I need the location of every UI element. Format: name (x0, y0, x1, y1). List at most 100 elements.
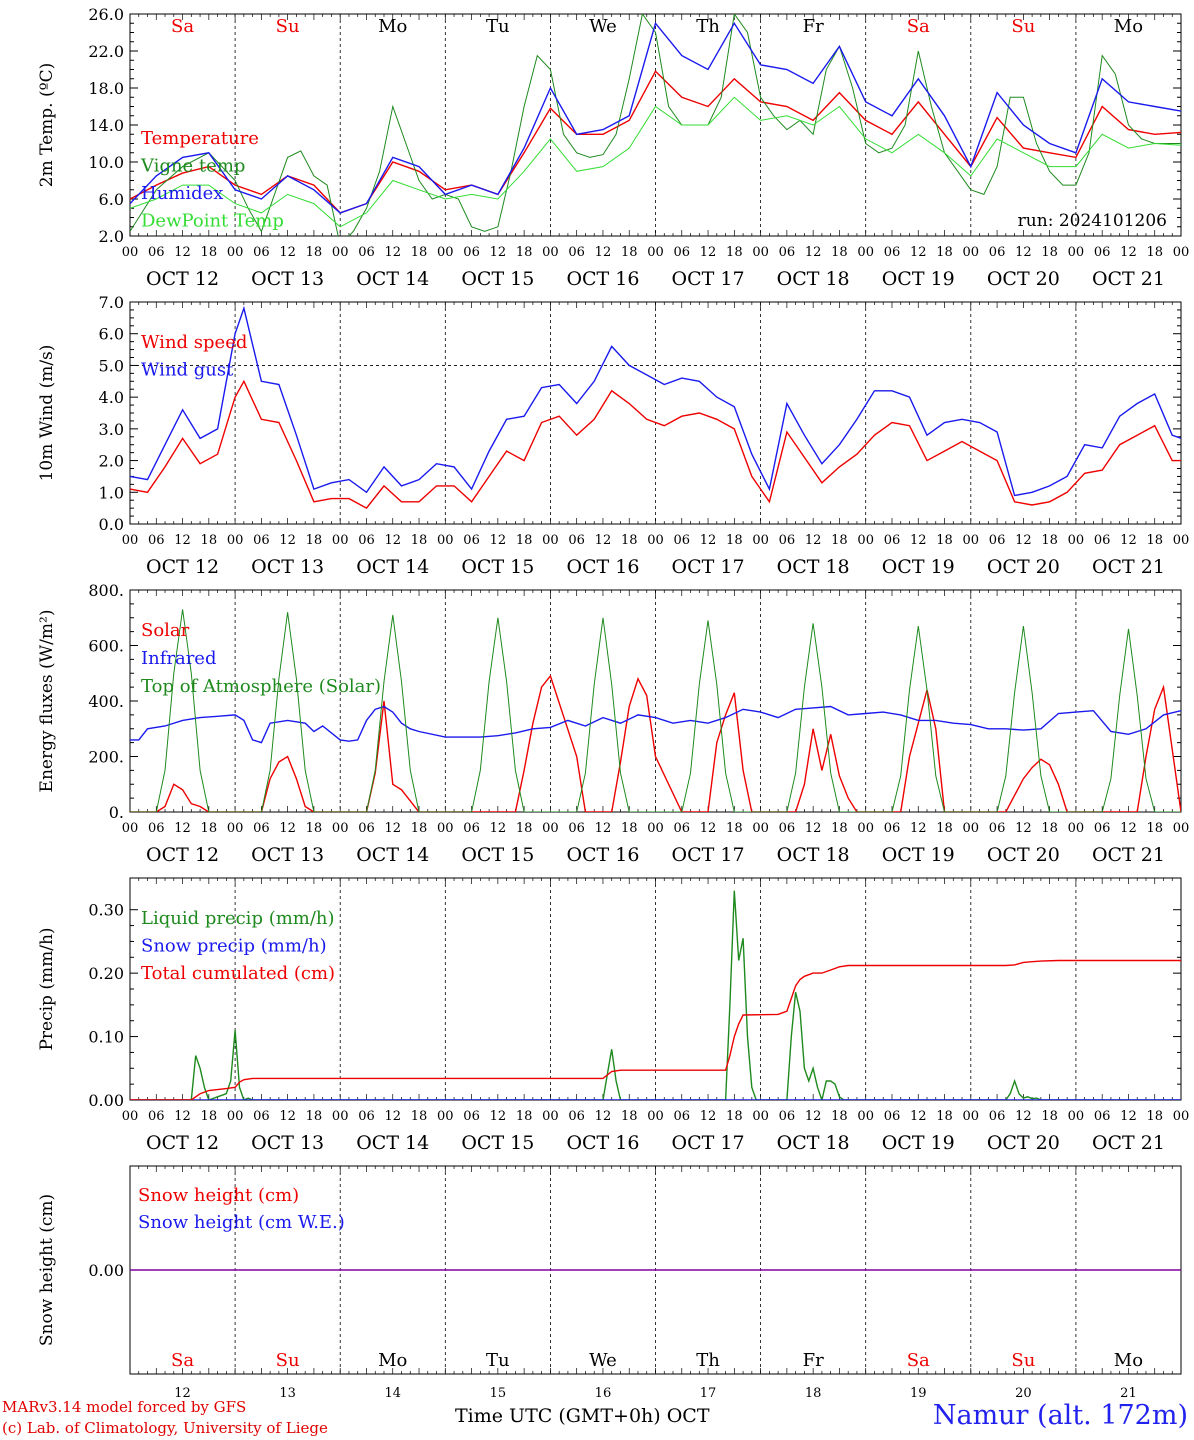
legend-entry: Temperature (141, 128, 259, 149)
x-hour-label: 06 (674, 245, 691, 260)
x-date-label: OCT 17 (672, 844, 745, 866)
x-hour-label: 18 (411, 1109, 428, 1124)
x-hour-label: 12 (700, 1109, 717, 1124)
x-hour-label: 12 (279, 245, 296, 260)
x-hour-label: 12 (174, 533, 191, 548)
y-tick-label: 5.0 (99, 356, 124, 375)
x-hour-label: 18 (1146, 245, 1163, 260)
day-number-label: 18 (805, 1386, 822, 1401)
y-tick-label: 0.10 (88, 1028, 124, 1047)
x-hour-label: 06 (884, 245, 901, 260)
x-hour-label: 00 (1068, 245, 1085, 260)
day-of-week-label: Th (696, 16, 720, 37)
x-hour-label: 06 (1094, 821, 1111, 836)
x-hour-label: 06 (358, 1109, 375, 1124)
x-hour-label: 00 (752, 245, 769, 260)
day-of-week-label: We (589, 16, 617, 37)
day-of-week-label: Fr (803, 1350, 824, 1371)
legend-entry: Top of Atmosphere (Solar) (141, 676, 381, 697)
y-tick-label: 14.0 (88, 116, 124, 135)
x-hour-label: 18 (621, 821, 638, 836)
x-date-label: OCT 18 (777, 844, 850, 866)
y-tick-label: 7.0 (99, 293, 124, 312)
x-hour-label: 06 (463, 821, 480, 836)
day-of-week-label: Mo (378, 16, 407, 37)
x-hour-label: 06 (1094, 533, 1111, 548)
x-hour-label: 18 (201, 1109, 218, 1124)
y-axis-title: Energy fluxes (W/m²) (37, 610, 57, 793)
x-hour-label: 18 (936, 1109, 953, 1124)
x-hour-label: 18 (831, 821, 848, 836)
x-date-label: OCT 17 (672, 1132, 745, 1154)
day-of-week-label: Th (696, 1350, 720, 1371)
y-tick-label: 400. (88, 692, 124, 711)
y-tick-label: 6.0 (99, 325, 124, 344)
x-hour-label: 18 (516, 245, 533, 260)
x-hour-label: 12 (1120, 533, 1137, 548)
x-hour-label: 12 (490, 245, 507, 260)
x-hour-label: 18 (516, 533, 533, 548)
x-hour-label: 00 (857, 821, 874, 836)
x-date-label: OCT 12 (146, 268, 219, 290)
y-tick-label: 0.00 (88, 1091, 124, 1110)
x-hour-label: 18 (726, 245, 743, 260)
x-hour-label: 06 (568, 245, 585, 260)
x-hour-label: 00 (752, 533, 769, 548)
day-number-label: 21 (1120, 1386, 1137, 1401)
y-tick-label: 3.0 (99, 420, 124, 439)
x-hour-label: 18 (201, 245, 218, 260)
x-date-label: OCT 13 (251, 1132, 324, 1154)
x-hour-label: 00 (437, 821, 454, 836)
day-of-week-label: Tu (486, 16, 510, 37)
x-hour-label: 06 (463, 533, 480, 548)
x-hour-label: 06 (148, 821, 165, 836)
x-hour-label: 06 (568, 1109, 585, 1124)
x-hour-label: 06 (358, 821, 375, 836)
y-tick-label: 600. (88, 637, 124, 656)
x-hour-label: 00 (332, 533, 349, 548)
x-date-label: OCT 12 (146, 556, 219, 578)
legend-entry: Infrared (141, 648, 216, 669)
x-date-label: OCT 19 (882, 268, 955, 290)
day-number-label: 17 (700, 1386, 717, 1401)
x-hour-label: 00 (647, 821, 664, 836)
legend-entry: Snow height (cm) (138, 1185, 299, 1206)
x-date-label: OCT 15 (461, 844, 534, 866)
x-date-label: OCT 13 (251, 268, 324, 290)
x-hour-label: 18 (201, 821, 218, 836)
day-of-week-label: Su (1011, 1350, 1035, 1371)
x-hour-label: 06 (253, 1109, 270, 1124)
x-date-label: OCT 16 (566, 844, 639, 866)
x-hour-label: 12 (1120, 821, 1137, 836)
x-hour-label: 00 (437, 533, 454, 548)
x-hour-label: 18 (516, 821, 533, 836)
x-hour-label: 00 (1068, 821, 1085, 836)
y-tick-label: 0.20 (88, 964, 124, 983)
x-hour-label: 00 (1068, 533, 1085, 548)
x-hour-label: 00 (963, 245, 980, 260)
x-hour-label: 12 (279, 533, 296, 548)
x-hour-label: 06 (253, 821, 270, 836)
x-hour-label: 00 (1173, 821, 1190, 836)
x-hour-label: 12 (805, 533, 822, 548)
y-tick-label: 200. (88, 748, 124, 767)
x-hour-label: 12 (805, 821, 822, 836)
x-hour-label: 18 (621, 245, 638, 260)
x-hour-label: 06 (989, 821, 1006, 836)
y-tick-label: 2.0 (99, 227, 124, 246)
x-date-label: OCT 17 (672, 268, 745, 290)
series-line (130, 70, 1181, 214)
x-hour-label: 00 (647, 533, 664, 548)
x-hour-label: 00 (857, 533, 874, 548)
x-hour-label: 12 (805, 245, 822, 260)
x-date-label: OCT 17 (672, 556, 745, 578)
x-date-label: OCT 12 (146, 844, 219, 866)
x-hour-label: 00 (542, 821, 559, 836)
y-tick-label: 800. (88, 581, 124, 600)
x-hour-label: 12 (384, 821, 401, 836)
x-hour-label: 18 (1041, 533, 1058, 548)
legend-entry: Solar (141, 620, 190, 641)
x-date-label: OCT 19 (882, 556, 955, 578)
y-axis-title: Precip (mm/h) (37, 927, 57, 1050)
y-tick-label: 10.0 (88, 153, 124, 172)
